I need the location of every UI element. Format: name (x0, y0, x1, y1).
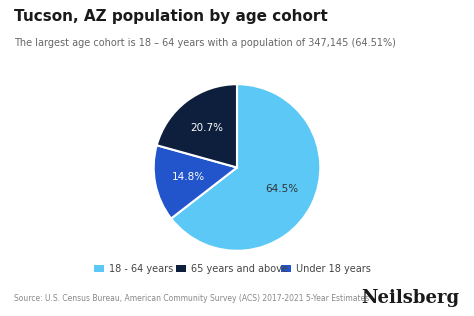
Text: The largest age cohort is 18 – 64 years with a population of 347,145 (64.51%): The largest age cohort is 18 – 64 years … (14, 38, 396, 48)
Wedge shape (171, 84, 320, 251)
Wedge shape (154, 145, 237, 218)
Text: 18 - 64 years: 18 - 64 years (109, 264, 173, 274)
Wedge shape (157, 84, 237, 167)
Text: 64.5%: 64.5% (265, 185, 299, 194)
Text: Tucson, AZ population by age cohort: Tucson, AZ population by age cohort (14, 9, 328, 24)
Text: 20.7%: 20.7% (190, 123, 223, 133)
Text: 65 years and above: 65 years and above (191, 264, 288, 274)
Text: Neilsberg: Neilsberg (362, 289, 460, 307)
Text: Source: U.S. Census Bureau, American Community Survey (ACS) 2017-2021 5-Year Est: Source: U.S. Census Bureau, American Com… (14, 295, 369, 303)
Text: 14.8%: 14.8% (172, 172, 204, 182)
Text: Under 18 years: Under 18 years (296, 264, 371, 274)
